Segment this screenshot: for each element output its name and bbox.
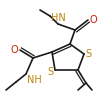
Text: O: O bbox=[90, 15, 98, 25]
Text: NH: NH bbox=[27, 75, 42, 85]
Text: S: S bbox=[48, 67, 54, 77]
Text: HN: HN bbox=[51, 13, 65, 23]
Text: S: S bbox=[85, 49, 91, 59]
Text: O: O bbox=[10, 45, 18, 55]
